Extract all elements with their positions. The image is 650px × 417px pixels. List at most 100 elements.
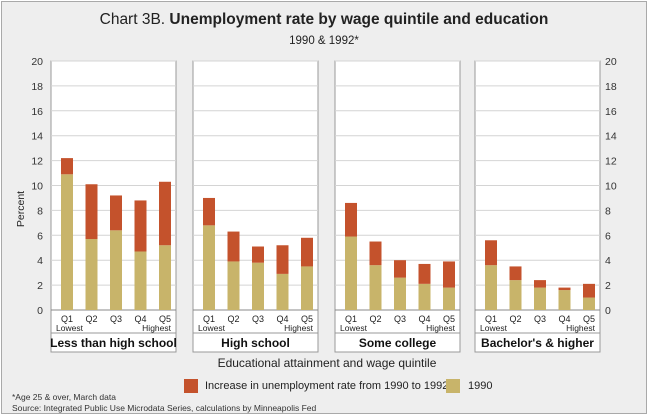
bar-1990 <box>534 287 546 310</box>
y-axis-label: Percent <box>15 191 27 227</box>
bar-increase <box>134 200 147 252</box>
bar-increase <box>558 287 571 291</box>
y-tick-label-right: 16 <box>605 106 617 118</box>
x-axis-label: Educational attainment and wage quintile <box>218 356 437 370</box>
chart-title-prefix: Chart 3B. <box>99 11 166 28</box>
bar-increase <box>203 197 215 226</box>
panel-name: Bachelor's & higher <box>481 336 594 350</box>
bar-1990 <box>301 266 313 310</box>
bar-increase <box>485 240 497 266</box>
bar-1990 <box>345 236 357 310</box>
legend-label-1990: 1990 <box>468 380 493 392</box>
footnote-note: *Age 25 & over, March data <box>12 392 116 402</box>
legend-swatch-1990 <box>446 379 460 393</box>
lowest-label: Lowest <box>340 323 368 333</box>
quintile-label: Q2 <box>85 314 97 324</box>
y-tick-label-right: 20 <box>605 56 617 68</box>
bar-1990 <box>203 225 215 310</box>
bar-increase <box>276 245 289 274</box>
quintile-label: Q2 <box>509 314 521 324</box>
y-tick-label-right: 4 <box>605 255 611 267</box>
quintile-label: Q1 <box>485 314 497 324</box>
bar-increase <box>61 158 73 175</box>
quintile-label: Q3 <box>110 314 122 324</box>
bar-increase <box>369 241 382 266</box>
lowest-label: Lowest <box>56 323 84 333</box>
bar-1990 <box>159 245 171 310</box>
y-tick-label-left: 14 <box>31 131 43 143</box>
panel-name: High school <box>221 336 290 350</box>
y-tick-label-left: 10 <box>31 181 43 193</box>
y-tick-label-left: 0 <box>37 305 43 317</box>
legend-swatch-increase <box>184 379 198 393</box>
quintile-label: Q1 <box>345 314 357 324</box>
y-tick-label-left: 6 <box>37 230 43 242</box>
panel-name: Less than high school <box>50 336 177 350</box>
bar-1990 <box>558 290 571 310</box>
quintile-label: Q1 <box>61 314 73 324</box>
bar-1990 <box>227 261 240 310</box>
chart-subtitle: 1990 & 1992* <box>289 35 359 47</box>
highest-label: Highest <box>426 323 455 333</box>
y-tick-label-left: 4 <box>37 255 43 267</box>
quintile-label: Q2 <box>227 314 239 324</box>
bar-1990 <box>110 230 122 310</box>
bar-1990 <box>443 287 455 310</box>
panel-name: Some college <box>359 336 437 350</box>
bar-1990 <box>418 283 431 310</box>
highest-label: Highest <box>284 323 313 333</box>
y-tick-label-right: 10 <box>605 181 617 193</box>
quintile-label: Q3 <box>394 314 406 324</box>
y-tick-label-left: 20 <box>31 56 43 68</box>
quintile-label: Q1 <box>203 314 215 324</box>
highest-label: Highest <box>566 323 595 333</box>
quintile-label: Q4 <box>558 314 570 324</box>
footnote-source: Source: Integrated Public Use Microdata … <box>12 403 317 413</box>
lowest-label: Lowest <box>198 323 226 333</box>
y-tick-label-right: 8 <box>605 205 611 217</box>
legend-label-increase: Increase in unemployment rate from 1990 … <box>205 380 449 392</box>
bar-1990 <box>85 239 98 310</box>
quintile-label: Q5 <box>583 314 595 324</box>
chart-title: Chart 3B. Unemployment rate by wage quin… <box>2 11 646 29</box>
bar-increase <box>583 283 595 298</box>
bar-increase <box>345 202 357 237</box>
quintile-label: Q4 <box>418 314 430 324</box>
bar-1990 <box>134 251 147 310</box>
bar-increase <box>227 231 240 262</box>
bar-increase <box>509 266 522 281</box>
bar-1990 <box>276 273 289 310</box>
bar-increase <box>110 195 122 231</box>
y-tick-label-left: 8 <box>37 205 43 217</box>
quintile-label: Q4 <box>134 314 146 324</box>
quintile-label: Q5 <box>159 314 171 324</box>
bar-increase <box>394 260 406 278</box>
bar-1990 <box>61 174 73 310</box>
bar-increase <box>534 280 546 288</box>
y-tick-label-left: 2 <box>37 280 43 292</box>
bar-increase <box>443 261 455 288</box>
bar-increase <box>301 237 313 267</box>
y-tick-label-left: 16 <box>31 106 43 118</box>
quintile-label: Q5 <box>301 314 313 324</box>
y-tick-label-right: 14 <box>605 131 617 143</box>
quintile-label: Q4 <box>276 314 288 324</box>
bar-1990 <box>583 297 595 310</box>
quintile-label: Q5 <box>443 314 455 324</box>
bar-1990 <box>252 262 264 310</box>
bar-1990 <box>509 280 522 310</box>
bar-1990 <box>394 277 406 310</box>
y-tick-label-left: 12 <box>31 156 43 168</box>
y-tick-label-right: 18 <box>605 81 617 93</box>
bar-1990 <box>485 265 497 310</box>
quintile-label: Q3 <box>252 314 264 324</box>
bar-increase <box>418 263 431 284</box>
y-tick-label-right: 6 <box>605 230 611 242</box>
quintile-label: Q3 <box>534 314 546 324</box>
y-tick-label-right: 12 <box>605 156 617 168</box>
y-tick-label-right: 2 <box>605 280 611 292</box>
bar-1990 <box>369 265 382 310</box>
highest-label: Highest <box>142 323 171 333</box>
